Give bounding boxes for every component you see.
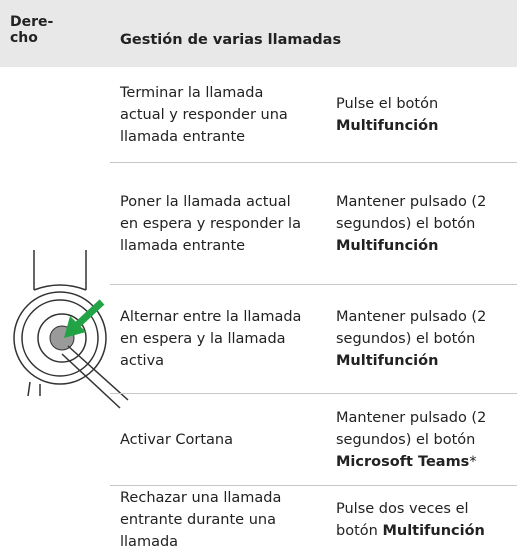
situation-cell: Activar Cortana xyxy=(120,431,233,448)
footnote-mark: * xyxy=(469,453,477,470)
table-row: Rechazar una llamada entrante durante un… xyxy=(110,485,517,553)
action-cell: Mantener pulsado (2 segundos) el botón M… xyxy=(320,407,510,473)
situation-cell: Poner la llamada actual en espera y resp… xyxy=(120,193,301,254)
situation-cell: Alternar entre la llamada en espera y la… xyxy=(120,309,302,369)
situation-cell: Rechazar una llamada entrante durante un… xyxy=(120,489,282,550)
action-cell: Pulse el botón Multifunción xyxy=(320,93,510,137)
table-row: Alternar entre la llamada en espera y la… xyxy=(110,284,517,393)
situation-cell: Terminar la llamada actual y responder u… xyxy=(120,84,288,145)
button-name: Multifunción xyxy=(336,117,439,134)
button-name: Multifunción xyxy=(336,353,439,369)
button-name: Multifunción xyxy=(336,237,439,254)
table-row: Poner la llamada actual en espera y resp… xyxy=(110,162,517,284)
action-text: Mantener pulsado (2 segundos) el botón xyxy=(336,193,487,232)
header-cell: Gestión de varias llamadas xyxy=(120,32,342,48)
action-text: Mantener pulsado (2 segundos) el botón xyxy=(336,309,487,347)
header-cell: Dere- cho xyxy=(10,14,54,46)
action-text: Pulse dos veces el botón xyxy=(336,500,469,539)
table-header: Dere- cho Gestión de varias llamadas xyxy=(0,0,517,67)
action-cell: Mantener pulsado (2 segundos) el botón M… xyxy=(320,306,510,372)
action-text: Pulse el botón xyxy=(336,95,439,112)
table-row: Activar Cortana Mantener pulsado (2 segun… xyxy=(110,393,517,485)
headset-illustration xyxy=(13,250,129,409)
button-name: Multifunción xyxy=(382,522,485,539)
action-cell: Mantener pulsado (2 segundos) el botón M… xyxy=(320,191,510,257)
table-row: Terminar la llamada actual y responder u… xyxy=(110,67,517,162)
button-name: Microsoft Teams xyxy=(336,453,470,470)
action-cell: Pulse dos veces el botón Multifunción xyxy=(320,498,510,542)
action-text: Mantener pulsado (2 segundos) el botón xyxy=(336,409,487,448)
